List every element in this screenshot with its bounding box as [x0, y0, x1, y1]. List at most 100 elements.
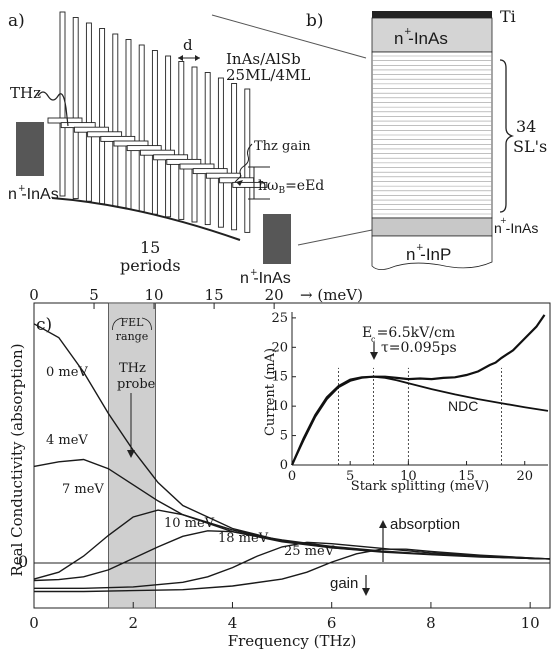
inset-y-tick-label: 25	[271, 311, 288, 326]
right-contact-label: n -InAs	[240, 270, 291, 287]
y-axis-label: Real Conductivity (absorption)	[8, 343, 26, 576]
inset-x-label: Stark splitting (meV)	[351, 479, 489, 494]
thz-gain-label: Thz gain	[254, 139, 311, 154]
inset-curve-measured	[290, 314, 546, 466]
gain-arrowhead	[362, 588, 370, 596]
ti-layer	[372, 11, 492, 18]
absorption-label: absorption	[390, 516, 460, 533]
field-annotation-sub: c	[371, 335, 376, 344]
field-annotation: E =6.5kV/cm	[362, 325, 455, 341]
inset-curve-calculated	[291, 375, 549, 466]
top-contact-sup: +	[404, 27, 412, 37]
sl-count: 34	[516, 117, 536, 136]
frequency-axis-ticks: 0 2 4 6 8 10	[29, 602, 540, 632]
left-contact-label: n -InAs	[8, 186, 59, 203]
periods-count: 15	[140, 238, 160, 257]
bottom-contact-sup: +	[500, 216, 507, 225]
curve-label: 0 meV	[46, 365, 88, 380]
inset-x-tick-label: 5	[346, 469, 354, 484]
inset-y-label: Current (mA)	[263, 348, 278, 436]
zoom-line-bottom	[297, 229, 373, 246]
ti-label: Ti	[500, 7, 516, 26]
tau-annotation: τ=0.095ps	[381, 340, 457, 356]
bottom-contact-label: n -InAs	[494, 220, 538, 236]
x-tick-label: 8	[426, 614, 436, 632]
top-contact-label: n -InAs	[394, 29, 448, 48]
thz-label: THz	[10, 84, 41, 102]
curve-label: 10 meV	[164, 516, 215, 531]
barrier	[138, 44, 145, 213]
curve-label: 4 meV	[46, 433, 88, 448]
barrier	[191, 66, 198, 223]
x-tick-label: 4	[228, 614, 238, 632]
ml-label: 25ML/4ML	[226, 66, 310, 84]
probe-label-2: probe	[117, 377, 156, 392]
bloch-energy-label: ħωB=eEd	[258, 178, 324, 196]
barrier	[59, 11, 66, 197]
superlattice-barriers	[59, 11, 251, 233]
superlattice-periods	[372, 55, 492, 215]
panel-c-label: c)	[36, 315, 52, 335]
curve-label: 25 meV	[284, 544, 335, 559]
field-arrowhead	[370, 352, 378, 360]
bottom-contact-layer	[371, 217, 493, 237]
curve-label: 7 meV	[62, 482, 104, 497]
panel-b-label: b)	[306, 11, 324, 31]
fel-label: FEL	[121, 316, 145, 329]
inset-x-tick-label: 15	[458, 469, 475, 484]
inset-x-tick-label: 20	[516, 469, 533, 484]
left-contact-block	[16, 122, 44, 176]
top-tick-label: 15	[205, 286, 224, 304]
barrier	[178, 61, 185, 220]
barrier	[165, 55, 172, 218]
top-tick-label: 10	[145, 286, 164, 304]
absorption-arrowhead	[379, 520, 387, 528]
potential-baseline	[51, 197, 241, 241]
curve-10-meV	[33, 530, 551, 582]
curve-18-meV	[34, 541, 551, 589]
zero-label: 0	[18, 552, 28, 571]
inset-iv: 0 5 10 15 20 0 5 10 15 20 25 E =6.5kV/cm c τ=0.095…	[263, 311, 549, 494]
thz-input-wave	[37, 91, 69, 127]
panel-a-label: a)	[8, 11, 25, 31]
level-stripe	[232, 181, 268, 188]
curve-label: 18 meV	[218, 531, 269, 546]
barrier	[112, 33, 119, 207]
inset-y-tick-label: 0	[280, 458, 288, 473]
curve-25-meV	[34, 548, 551, 593]
inset-background	[292, 312, 548, 464]
panel-c: FEL range THz probe 0 absorption gain 0 …	[8, 286, 551, 650]
x-tick-label: 10	[521, 614, 540, 632]
inset-y-tick-label: 5	[280, 429, 288, 444]
period-d-arrowheads	[178, 55, 200, 61]
sl-brace	[499, 59, 515, 213]
period-d-label: d	[183, 36, 193, 54]
fel-bracket	[112, 317, 152, 331]
substrate-sup: +	[416, 243, 424, 253]
main-plot-frame	[33, 302, 551, 609]
probe-arrowhead	[127, 450, 135, 458]
barrier	[125, 39, 132, 210]
x-tick-label: 0	[29, 614, 39, 632]
barrier	[244, 88, 251, 233]
inset-y-tick-label: 15	[271, 370, 288, 385]
thz-gain-arrowhead	[236, 180, 243, 186]
barrier	[231, 83, 238, 231]
top-tick-label: 0	[29, 286, 39, 304]
energy-axis-ticks: 0 5 10 15 20	[29, 286, 284, 309]
inp-substrate	[371, 235, 493, 270]
top-tick-label: 20	[265, 286, 284, 304]
fel-range-label: range	[116, 330, 148, 343]
material-label: InAs/AlSb	[226, 50, 301, 68]
x-axis-label: Frequency (THz)	[228, 632, 357, 650]
top-contact-layer	[371, 17, 493, 53]
left-contact-sup: +	[18, 184, 26, 194]
gain-label: gain	[330, 575, 358, 592]
barrier	[85, 22, 92, 202]
periods-word: periods	[120, 256, 181, 275]
conductivity-curves	[33, 323, 551, 593]
inset-y-tick-label: 10	[271, 399, 288, 414]
ndc-label: NDC	[448, 398, 478, 414]
